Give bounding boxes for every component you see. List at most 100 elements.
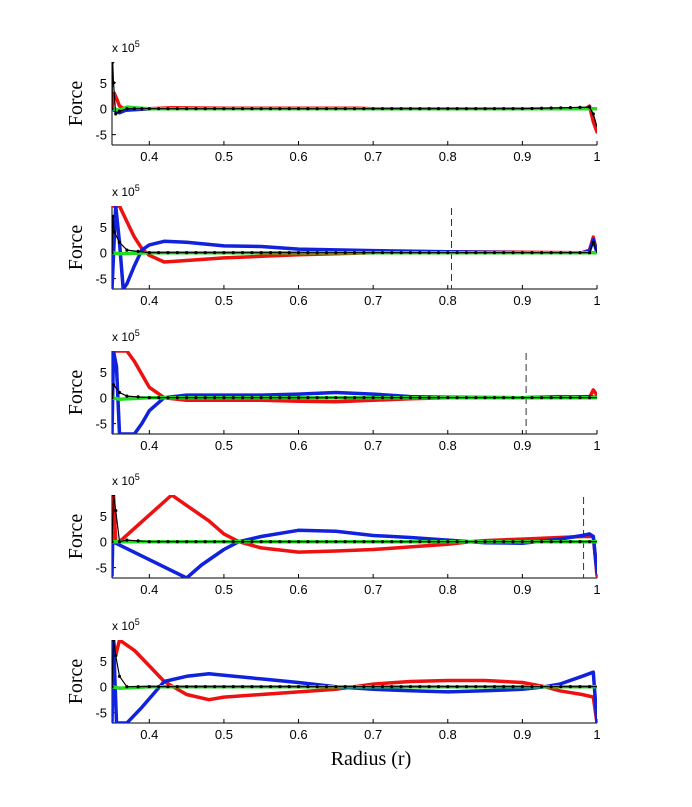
series-marker-black (390, 685, 394, 689)
series-marker-black (464, 540, 469, 544)
series-marker-black (568, 396, 572, 400)
y-tick-label: 5 (100, 654, 107, 669)
series-marker-black (530, 685, 534, 689)
series-marker-black (390, 540, 394, 544)
series-marker-black (212, 107, 217, 111)
series-marker-black (194, 540, 198, 544)
series-marker-black (418, 107, 422, 111)
series-group (112, 495, 597, 578)
series-marker-black (222, 540, 226, 544)
series-marker-black (455, 540, 459, 544)
series-marker-black (166, 251, 170, 255)
y-tick-label: -5 (95, 561, 107, 576)
series-marker-black (185, 396, 189, 400)
series-marker-black (212, 685, 217, 689)
series-marker-black (194, 685, 198, 689)
series-marker-black (446, 251, 450, 255)
series-marker-black (222, 396, 226, 400)
series-marker-black (539, 685, 544, 689)
y-multiplier-label: x 105 (112, 472, 140, 488)
series-line-red (112, 495, 597, 578)
y-tick-label: -5 (95, 417, 107, 432)
x-tick-label: 0.6 (289, 438, 307, 453)
series-marker-black (587, 540, 592, 544)
series-marker-black (157, 685, 161, 689)
x-tick-label: 0.9 (513, 149, 531, 164)
x-tick-label: 0.8 (439, 582, 457, 597)
x-tick-label: 1 (593, 149, 600, 164)
series-marker-black (315, 685, 319, 689)
series-marker-black (231, 396, 235, 400)
series-marker-black (250, 540, 254, 544)
series-marker-black (464, 396, 469, 400)
y-tick-label: 5 (100, 220, 107, 235)
panel-3: 0.4 0.5 0.6 0.7 0.8 0.9 1 -5 0 5 x 105 Force (65, 328, 601, 453)
x-axis-label: Radius (r) (331, 748, 412, 770)
panel-1: 0.4 0.5 0.6 0.7 0.8 0.9 1 -5 0 5 x 105 Force (65, 39, 601, 164)
x-tick-label: 0.8 (439, 438, 457, 453)
x-tick-label: 0.6 (289, 149, 307, 164)
series-marker-black (140, 107, 144, 111)
x-tick-label: 0.7 (364, 582, 382, 597)
series-marker-black (418, 396, 422, 400)
series-marker-black (399, 685, 403, 689)
series-marker-black (117, 540, 122, 544)
series-marker-black (343, 251, 347, 255)
series-marker-black (399, 396, 403, 400)
series-marker-black (362, 251, 366, 255)
series-marker-black (296, 685, 301, 689)
series-marker-black (166, 685, 170, 689)
series-marker-black (240, 396, 245, 400)
series-marker-black (427, 251, 431, 255)
series-marker-black (418, 251, 422, 255)
series-marker-black (559, 396, 563, 400)
series-marker-black (587, 251, 592, 255)
series-marker-black (520, 251, 524, 255)
series-marker-black (334, 107, 338, 111)
series-marker-black (446, 685, 450, 689)
series-marker-black (117, 240, 122, 244)
y-multiplier-label: x 105 (112, 617, 140, 633)
series-marker-black (408, 107, 413, 111)
series-marker-black (166, 396, 170, 400)
series-marker-black (212, 251, 217, 255)
series-marker-black (175, 107, 179, 111)
series-group (112, 351, 597, 434)
series-marker-black (578, 105, 582, 109)
x-tick-label: 0.9 (513, 293, 531, 308)
series-marker-black (578, 685, 582, 689)
series-marker-black (306, 685, 310, 689)
x-tick-label: 0.8 (439, 149, 457, 164)
y-tick-label: 5 (100, 76, 107, 91)
series-marker-black (259, 251, 263, 255)
series-marker-black (194, 251, 198, 255)
series-marker-black (166, 540, 170, 544)
series-marker-black (231, 540, 235, 544)
series-marker-black (125, 394, 129, 398)
series-marker-black (343, 396, 347, 400)
series-marker-black (408, 685, 413, 689)
series-marker-black (306, 251, 310, 255)
series-marker-black (296, 107, 301, 111)
y-tick-label: -5 (95, 272, 107, 287)
x-tick-label: 0.7 (364, 293, 382, 308)
series-marker-black (371, 540, 375, 544)
series-marker-black (568, 251, 572, 255)
series-marker-black (240, 685, 245, 689)
series-marker-black (549, 685, 553, 689)
series-marker-black (511, 251, 515, 255)
series-marker-black (306, 540, 310, 544)
series-marker-black (231, 107, 235, 111)
x-tick-label: 0.9 (513, 438, 531, 453)
series-marker-black (530, 396, 534, 400)
series-marker-black (157, 107, 161, 111)
series-marker-black (175, 685, 179, 689)
series-marker-black (112, 396, 114, 400)
series-marker-black (511, 396, 515, 400)
series-marker-black (240, 107, 245, 111)
series-marker-black (455, 107, 459, 111)
series-marker-black (474, 251, 478, 255)
series-marker-black (324, 685, 329, 689)
series-marker-black (315, 396, 319, 400)
